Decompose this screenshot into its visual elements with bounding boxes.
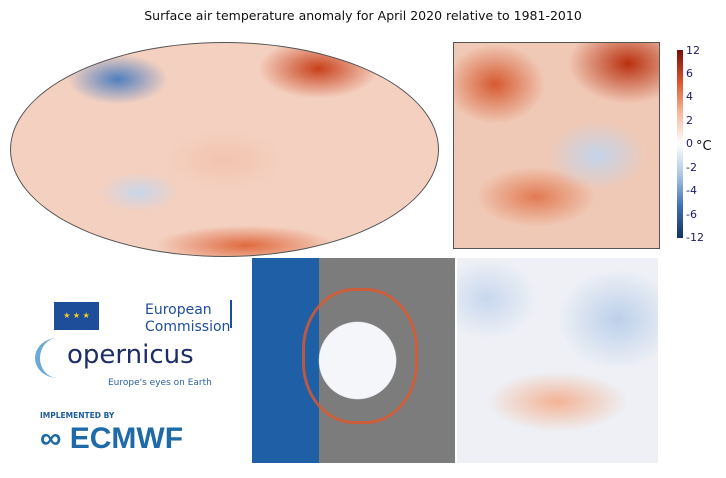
eu-flag-icon: ★ ★ ★ [54,302,99,330]
ecmwf-symbol-icon: ∞ [40,422,70,455]
figure-title: Surface air temperature anomaly for Apri… [144,8,582,23]
ecmwf-name: ECMWF [69,422,184,455]
colorbar-tick: 0 [686,137,693,150]
world-anomaly-map [10,42,439,257]
copernicus-name: opernicus [67,340,194,370]
ec-line1: European [145,302,212,318]
copernicus-arc-icon [35,338,80,378]
ecmwf-logo: ∞ ECMWF [40,422,183,456]
europe-anomaly-map [453,42,660,249]
europe-detail-map [457,258,658,463]
colorbar-tick: 12 [686,44,700,57]
colorbar-tick: -12 [686,231,704,244]
colorbar-tick: 6 [686,67,693,80]
colorbar-tick: 2 [686,114,693,127]
colorbar-tick: -2 [686,161,697,174]
colorbar [677,50,683,238]
implemented-by-label: IMPLEMENTED BY [40,411,115,420]
copernicus-tagline: Europe's eyes on Earth [108,378,212,388]
copernicus-logo: opernicus [35,338,194,378]
colorbar-tick: 4 [686,90,693,103]
arctic-sea-ice-map [252,258,455,463]
colorbar-unit: °C [696,139,712,154]
colorbar-tick: -4 [686,184,697,197]
ice-edge-line [302,288,418,424]
ec-line2: Commission [145,319,231,335]
divider [230,300,232,328]
colorbar-tick: -6 [686,208,697,221]
